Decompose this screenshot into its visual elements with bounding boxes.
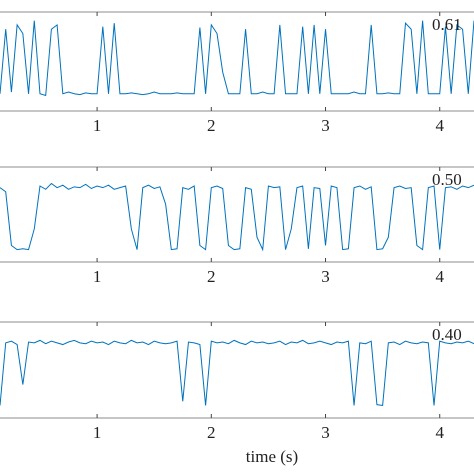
x-tick-label: 4 [435,423,444,442]
series-line [0,339,474,407]
x-tick-label: 1 [93,423,102,442]
series-line [0,20,474,97]
series-label: 0.50 [432,170,462,189]
x-tick-label: 1 [93,267,102,286]
x-tick-label: 3 [321,267,330,286]
x-tick-label: 4 [435,267,444,286]
series-label: 0.61 [432,15,462,34]
x-tick-label: 3 [321,423,330,442]
x-tick-label: 2 [207,267,216,286]
x-tick-label: 2 [207,116,216,135]
x-tick-label: 3 [321,116,330,135]
series-label: 0.40 [432,325,462,344]
x-tick-label: 1 [93,116,102,135]
x-axis-label: time (s) [246,447,298,466]
series-line [0,182,474,252]
x-tick-label: 4 [435,116,444,135]
x-tick-label: 2 [207,423,216,442]
